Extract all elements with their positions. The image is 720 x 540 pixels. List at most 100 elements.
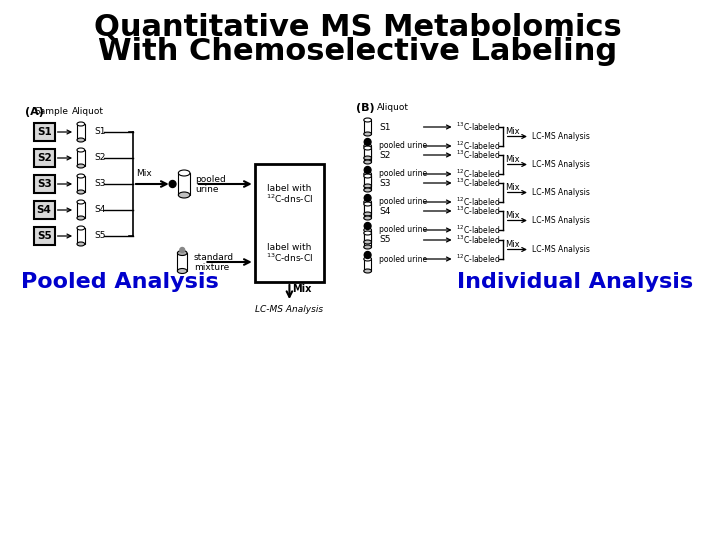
Ellipse shape	[364, 231, 372, 235]
Text: With Chemoselective Labeling: With Chemoselective Labeling	[99, 37, 618, 66]
Text: standard: standard	[194, 253, 234, 261]
Text: $^{12}$C-labeled: $^{12}$C-labeled	[456, 253, 501, 265]
Ellipse shape	[77, 242, 85, 246]
Text: S1: S1	[94, 127, 106, 137]
Circle shape	[180, 247, 184, 253]
Text: Aliquot: Aliquot	[71, 107, 104, 117]
Text: S1: S1	[37, 127, 52, 137]
Text: S1: S1	[379, 123, 391, 132]
Ellipse shape	[77, 216, 85, 220]
Text: Mix: Mix	[505, 183, 519, 192]
Text: Mix: Mix	[505, 155, 519, 164]
Bar	[77, 202, 85, 218]
Ellipse shape	[364, 188, 372, 192]
Text: LC-MS Analysis: LC-MS Analysis	[532, 188, 590, 197]
Bar	[364, 120, 372, 134]
Ellipse shape	[364, 200, 372, 204]
Ellipse shape	[364, 240, 372, 244]
Bar	[364, 233, 372, 247]
Bar	[177, 253, 187, 271]
Text: Pooled Analysis: Pooled Analysis	[21, 272, 218, 292]
Ellipse shape	[364, 172, 372, 176]
Text: Quantitative MS Metabolomics: Quantitative MS Metabolomics	[94, 14, 622, 43]
Ellipse shape	[364, 257, 372, 261]
Text: S5: S5	[37, 231, 52, 241]
Text: (B): (B)	[356, 103, 374, 113]
Circle shape	[364, 138, 371, 145]
Ellipse shape	[177, 251, 187, 255]
Text: $^{13}$C-labeled: $^{13}$C-labeled	[456, 177, 501, 189]
Bar	[364, 259, 372, 271]
Bar	[34, 227, 55, 245]
Text: S4: S4	[37, 205, 52, 215]
Circle shape	[364, 252, 371, 259]
Ellipse shape	[364, 156, 372, 160]
Ellipse shape	[364, 144, 372, 148]
Text: LC-MS Analysis: LC-MS Analysis	[532, 160, 590, 169]
Ellipse shape	[364, 184, 372, 188]
Bar	[364, 174, 372, 186]
Text: $^{13}$C-labeled: $^{13}$C-labeled	[456, 205, 501, 217]
Text: S4: S4	[94, 206, 106, 214]
Bar	[364, 204, 372, 218]
Text: S4: S4	[379, 206, 390, 215]
Text: Mix: Mix	[136, 170, 152, 179]
Ellipse shape	[77, 226, 85, 230]
Text: S5: S5	[379, 235, 391, 245]
Bar	[34, 201, 55, 219]
Ellipse shape	[179, 192, 190, 198]
Text: Mix: Mix	[505, 240, 519, 249]
Text: label with: label with	[267, 184, 312, 193]
Text: mixture: mixture	[194, 262, 229, 272]
Text: S2: S2	[379, 151, 390, 159]
Text: $^{13}$C-labeled: $^{13}$C-labeled	[456, 149, 501, 161]
Text: LC-MS Analysis: LC-MS Analysis	[532, 132, 590, 141]
Bar	[77, 150, 85, 166]
Bar	[364, 230, 372, 242]
Text: label with: label with	[267, 243, 312, 252]
Text: urine: urine	[195, 185, 218, 193]
Text: S2: S2	[94, 153, 106, 163]
Circle shape	[364, 194, 371, 201]
Ellipse shape	[364, 146, 372, 150]
Text: (A): (A)	[24, 107, 44, 117]
Text: Sample: Sample	[34, 107, 68, 117]
Ellipse shape	[179, 170, 190, 176]
Ellipse shape	[364, 228, 372, 232]
Text: Aliquot: Aliquot	[377, 104, 409, 112]
Ellipse shape	[77, 174, 85, 178]
Bar	[179, 173, 190, 195]
Bar	[34, 123, 55, 141]
Bar	[77, 124, 85, 140]
Bar	[34, 175, 55, 193]
Bar	[77, 176, 85, 192]
Text: $^{13}$C-labeled: $^{13}$C-labeled	[456, 121, 501, 133]
Text: pooled urine: pooled urine	[379, 170, 428, 179]
Text: S5: S5	[94, 232, 106, 240]
Text: S3: S3	[37, 179, 52, 189]
Bar	[364, 146, 372, 158]
Ellipse shape	[77, 122, 85, 126]
Ellipse shape	[77, 190, 85, 194]
Ellipse shape	[364, 174, 372, 178]
Circle shape	[364, 222, 371, 230]
Ellipse shape	[364, 245, 372, 249]
Text: $^{12}$C-labeled: $^{12}$C-labeled	[456, 196, 501, 208]
Text: S2: S2	[37, 153, 52, 163]
Text: S3: S3	[379, 179, 391, 187]
Text: Mix: Mix	[292, 284, 312, 294]
Ellipse shape	[77, 138, 85, 142]
Text: $^{13}$C-dns-Cl: $^{13}$C-dns-Cl	[266, 251, 313, 264]
Text: LC-MS Analysis: LC-MS Analysis	[532, 245, 590, 254]
Text: $^{12}$C-labeled: $^{12}$C-labeled	[456, 140, 501, 152]
Text: LC-MS Analysis: LC-MS Analysis	[256, 306, 323, 314]
Bar	[34, 149, 55, 167]
Text: Mix: Mix	[505, 127, 519, 136]
Ellipse shape	[77, 164, 85, 168]
Ellipse shape	[364, 160, 372, 164]
Circle shape	[364, 166, 371, 173]
Bar	[255, 164, 324, 282]
Text: $^{12}$C-labeled: $^{12}$C-labeled	[456, 224, 501, 236]
Ellipse shape	[177, 268, 187, 273]
Text: LC-MS Analysis: LC-MS Analysis	[532, 216, 590, 225]
